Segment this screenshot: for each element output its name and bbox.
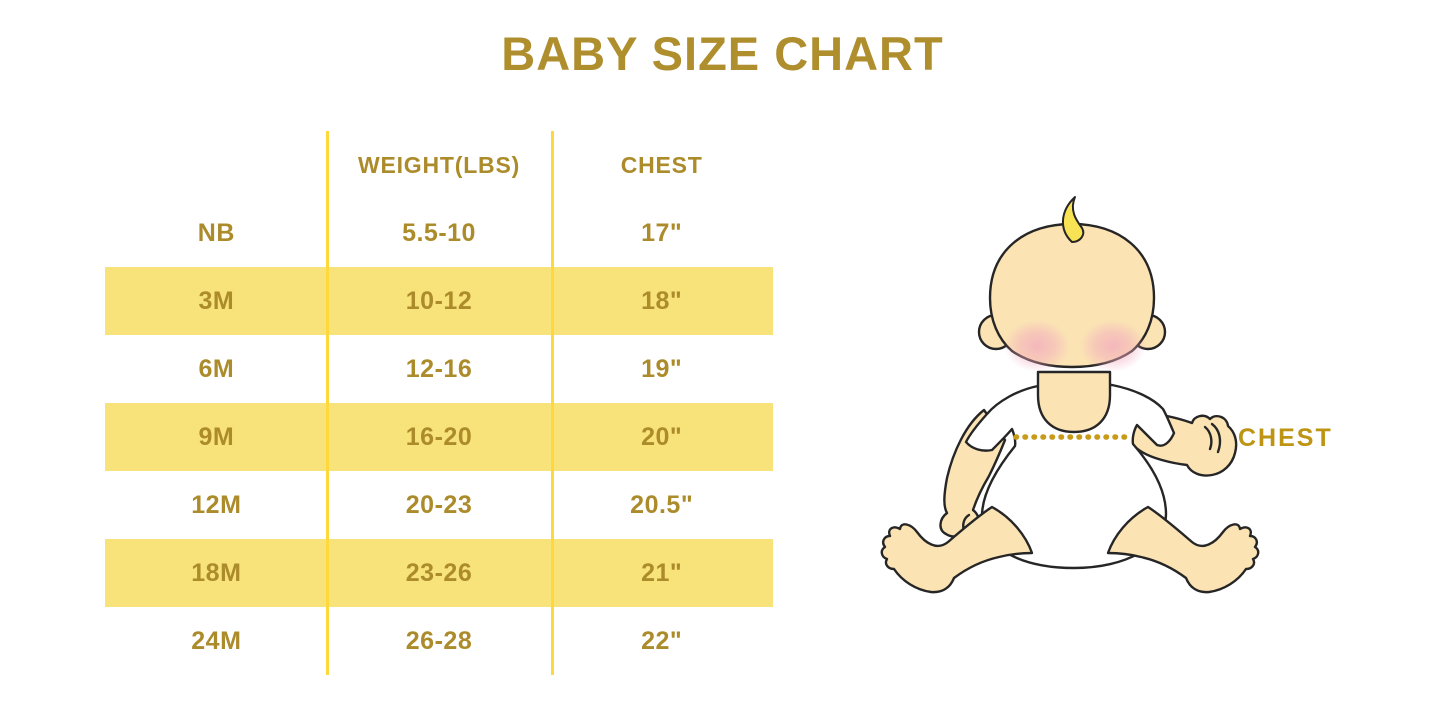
header-cell-weight: WEIGHT(LBS) [357,151,521,178]
chest-label: CHEST [1238,424,1333,452]
cell-weight: 10-12 [405,286,473,315]
baby-right-leg [1106,505,1260,594]
baby-right-blush [1080,320,1146,372]
table-row-3m: 3M 10-12 18" [105,267,773,335]
header-cell-chest: CHEST [620,151,703,178]
cell-size: 3M [198,286,235,315]
cell-chest: 22" [641,626,683,655]
cell-chest: 18" [641,286,683,315]
cell-size: 9M [198,422,235,451]
table-row-9m: 9M 16-20 20" [105,403,773,471]
header-cell-size [105,131,328,199]
table-row-6m: 6M 12-16 19" [105,335,773,403]
table-row-18m: 18M 23-26 21" [105,539,773,607]
table-header-row: WEIGHT(LBS) CHEST [105,131,773,199]
cell-weight: 12-16 [405,354,473,383]
baby-illustration: CHEST [880,180,1360,610]
baby-neck [1036,370,1112,434]
table-row-nb: NB 5.5-10 17" [105,199,773,267]
baby-left-blush [1004,320,1070,372]
cell-weight: 26-28 [405,626,473,655]
cell-chest: 19" [641,354,683,383]
page-title: BABY SIZE CHART [501,27,944,80]
cell-weight: 23-26 [405,558,473,587]
size-chart-table: WEIGHT(LBS) CHEST NB 5.5-10 17" 3M 10-12 18" 6… [105,131,773,675]
cell-chest: 17" [641,218,683,247]
column-divider-1 [326,131,329,675]
baby-hair-curl [1062,196,1085,243]
baby-svg: CHEST [880,196,1333,594]
cell-size: 24M [191,626,242,655]
cell-weight: 5.5-10 [402,218,476,247]
cell-size: 18M [191,558,242,587]
column-divider-2 [551,131,554,675]
cell-chest: 21" [641,558,683,587]
cell-weight: 16-20 [405,422,473,451]
baby-shirt [964,383,1176,570]
cell-chest: 20.5" [630,490,694,519]
baby-fist-knuckle-line-2 [1210,422,1222,454]
cell-chest: 20" [641,422,683,451]
cell-size: 6M [198,354,235,383]
cell-weight: 20-23 [405,490,473,519]
table-body: NB 5.5-10 17" 3M 10-12 18" 6M 12-16 19" 9M 16-20 20… [105,199,773,675]
table-row-12m: 12M 20-23 20.5" [105,471,773,539]
baby-left-leg [880,505,1034,594]
cell-size: NB [197,218,235,247]
cell-size: 12M [191,490,242,519]
table-row-24m: 24M 26-28 22" [105,607,773,675]
baby-fist-knuckle-line-1 [1203,425,1213,451]
